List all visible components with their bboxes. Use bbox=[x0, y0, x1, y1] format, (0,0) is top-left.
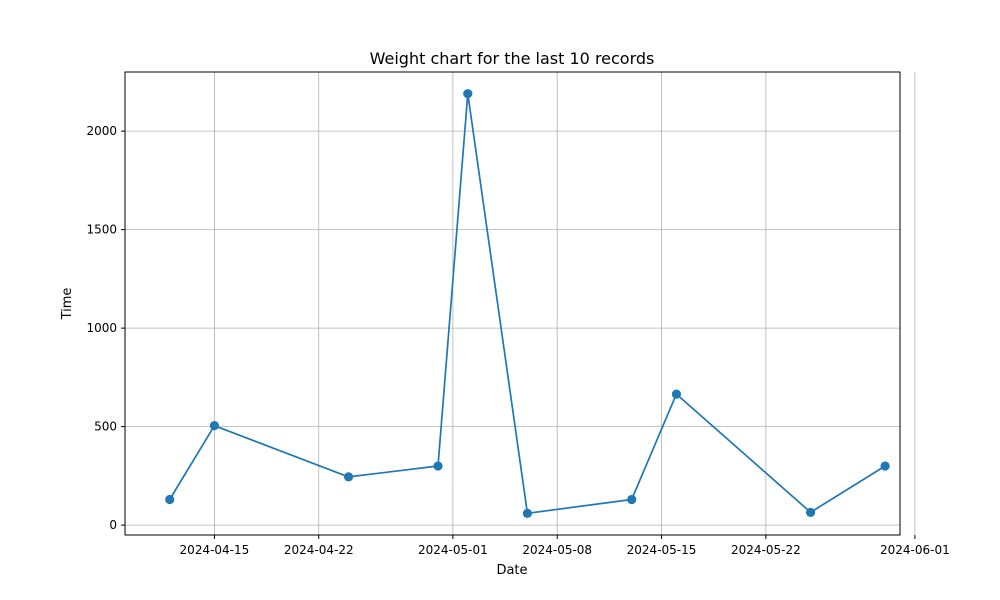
y-tick-label: 2000 bbox=[86, 124, 117, 138]
data-point-marker bbox=[463, 89, 473, 99]
x-tick-label: 2024-04-22 bbox=[284, 543, 354, 557]
y-axis-ticks: 0 500 1000 1500 2000 bbox=[86, 124, 125, 532]
x-tick-label: 2024-05-15 bbox=[627, 543, 697, 557]
plot-area-frame bbox=[124, 71, 901, 536]
series-line-layer bbox=[168, 92, 886, 515]
data-point-marker bbox=[522, 508, 533, 518]
y-tick-label: 0 bbox=[109, 518, 117, 532]
data-point-marker bbox=[343, 472, 354, 482]
y-axis-title: Time bbox=[60, 288, 75, 321]
x-tick-label: 2024-05-22 bbox=[731, 543, 801, 557]
data-point-marker bbox=[627, 494, 637, 505]
series-line bbox=[168, 92, 886, 515]
x-tick-label: 2024-06-01 bbox=[880, 543, 950, 557]
data-point-marker bbox=[880, 461, 890, 471]
x-axis-ticks: 2024-04-15 2024-04-22 2024-05-01 2024-05-08… bbox=[180, 535, 950, 557]
x-tick-label: 2024-04-15 bbox=[180, 543, 250, 557]
y-tick-label: 1500 bbox=[86, 223, 117, 237]
y-tick-label: 500 bbox=[94, 420, 117, 434]
y-tick-label: 1000 bbox=[86, 321, 117, 335]
data-points bbox=[165, 89, 890, 518]
data-point-marker bbox=[209, 421, 220, 431]
data-point-marker bbox=[671, 389, 682, 399]
grid-lines bbox=[125, 72, 916, 535]
data-point-marker bbox=[165, 494, 175, 505]
x-tick-label: 2024-05-01 bbox=[418, 543, 488, 557]
chart-title: Weight chart for the last 10 records bbox=[370, 49, 655, 68]
data-point-marker bbox=[433, 461, 443, 471]
x-axis-title: Date bbox=[496, 563, 527, 578]
x-tick-label: 2024-05-08 bbox=[522, 543, 592, 557]
data-point-marker bbox=[805, 507, 816, 517]
